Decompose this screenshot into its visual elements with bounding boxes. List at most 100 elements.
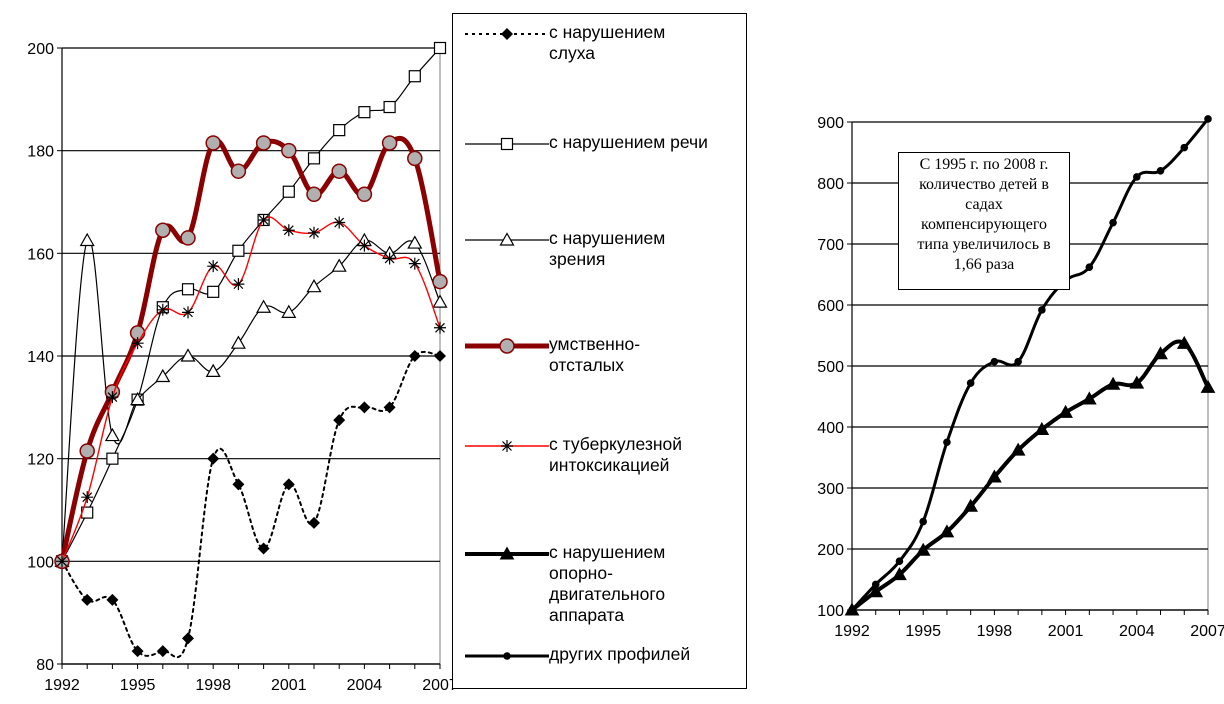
data-point <box>232 244 245 257</box>
y-tick-label: 400 <box>817 420 844 437</box>
data-point <box>868 584 884 598</box>
x-tick-label: 2001 <box>271 677 307 694</box>
legend-marker <box>499 546 515 560</box>
data-point <box>1129 375 1145 389</box>
y-tick-label: 100 <box>817 603 844 620</box>
data-point <box>282 478 295 491</box>
data-point <box>1153 346 1168 360</box>
data-point <box>943 438 951 447</box>
legend-label-line: слуха <box>549 43 595 63</box>
data-point <box>106 452 119 465</box>
chart-left: 80 100 120 140 160 180 200 1992 1995 1998 2001 2004… <box>27 41 458 694</box>
x-tick-label: 1998 <box>195 677 231 694</box>
y-tick-label: 100 <box>27 554 54 571</box>
y-tick-label: 900 <box>817 115 844 132</box>
legend-label-line: с нарушением речи <box>549 132 708 152</box>
data-point <box>155 222 171 238</box>
x-tick-label: 1995 <box>120 677 156 694</box>
data-point <box>182 632 194 645</box>
data-point <box>1204 115 1212 123</box>
data-point <box>408 350 421 362</box>
data-point <box>81 593 94 606</box>
annotation-box: С 1995 г. по 2008 г. количество детей в … <box>898 152 1070 290</box>
legend-label: с туберкулезной интоксикацией <box>549 434 682 476</box>
data-point <box>434 321 446 334</box>
data-point <box>407 235 423 249</box>
legend-label: других профилей <box>549 644 690 665</box>
legend-label-line: отсталых <box>549 355 625 375</box>
data-point <box>130 391 146 406</box>
x-tick-label: 2007 <box>422 677 458 694</box>
legend-marker <box>499 232 515 246</box>
data-point <box>432 294 448 308</box>
y-tick-label: 800 <box>817 176 844 193</box>
data-point <box>434 350 446 362</box>
x-tick-label: 2004 <box>347 677 383 694</box>
data-point <box>180 230 196 246</box>
data-point <box>331 163 347 179</box>
data-point <box>1133 173 1141 181</box>
data-point <box>356 186 373 203</box>
y-tick-label: 140 <box>27 349 54 366</box>
data-point <box>155 368 171 383</box>
y-tick-label: 160 <box>27 246 54 263</box>
data-point <box>432 273 448 290</box>
data-point <box>207 260 220 273</box>
data-point <box>56 555 68 568</box>
data-point <box>104 427 120 442</box>
series-line <box>61 47 441 562</box>
data-point <box>79 443 95 459</box>
data-point <box>333 124 346 137</box>
legend-label: с нарушением слуха <box>549 22 665 64</box>
y-tick-label: 200 <box>817 542 844 559</box>
x-tick-label: 1998 <box>977 623 1013 640</box>
series-line <box>850 117 1210 612</box>
y-tick-label: 600 <box>817 298 844 315</box>
data-point <box>407 150 423 167</box>
data-point <box>381 135 398 151</box>
series-3 <box>54 135 448 570</box>
data-point <box>433 41 447 55</box>
data-point <box>180 348 196 362</box>
legend-label-line: опорно- <box>549 563 613 583</box>
legend-marker <box>501 28 513 40</box>
series-line <box>61 216 441 563</box>
x-tick-label: 1995 <box>905 623 941 640</box>
data-point <box>281 142 297 159</box>
data-point <box>939 524 955 538</box>
data-point <box>182 306 194 319</box>
series-1 <box>55 41 447 568</box>
data-point <box>1156 167 1165 175</box>
data-point <box>255 135 272 151</box>
data-point <box>1200 379 1216 393</box>
legend-swatch <box>465 232 549 246</box>
y-tick-label: 80 <box>36 657 54 674</box>
data-point <box>306 186 322 203</box>
data-point <box>106 391 119 404</box>
data-point <box>106 593 119 606</box>
data-point <box>333 216 346 229</box>
data-point <box>1180 143 1189 152</box>
data-point <box>1014 357 1022 366</box>
legend-label-line: интоксикацией <box>549 455 670 475</box>
legend-swatch <box>465 28 549 40</box>
legend-label: с нарушением опорно-двигательного аппарата <box>549 542 665 626</box>
legend-label-line: других профилей <box>549 644 691 664</box>
data-point <box>919 517 927 526</box>
data-point <box>181 283 195 296</box>
y-tick-label: 120 <box>27 452 54 469</box>
legend-label-line: с нарушением <box>549 542 666 562</box>
series-4 <box>56 213 446 568</box>
data-point <box>892 567 907 581</box>
data-point <box>358 239 371 252</box>
legend-swatch <box>465 546 549 560</box>
data-point <box>81 491 94 504</box>
data-point <box>230 335 246 349</box>
series-line <box>61 238 441 562</box>
legend-label: с нарушением речи <box>549 132 708 153</box>
data-point <box>230 163 247 179</box>
y-tick-label: 700 <box>817 237 844 254</box>
data-point <box>383 401 396 414</box>
legend-swatch <box>465 440 549 452</box>
